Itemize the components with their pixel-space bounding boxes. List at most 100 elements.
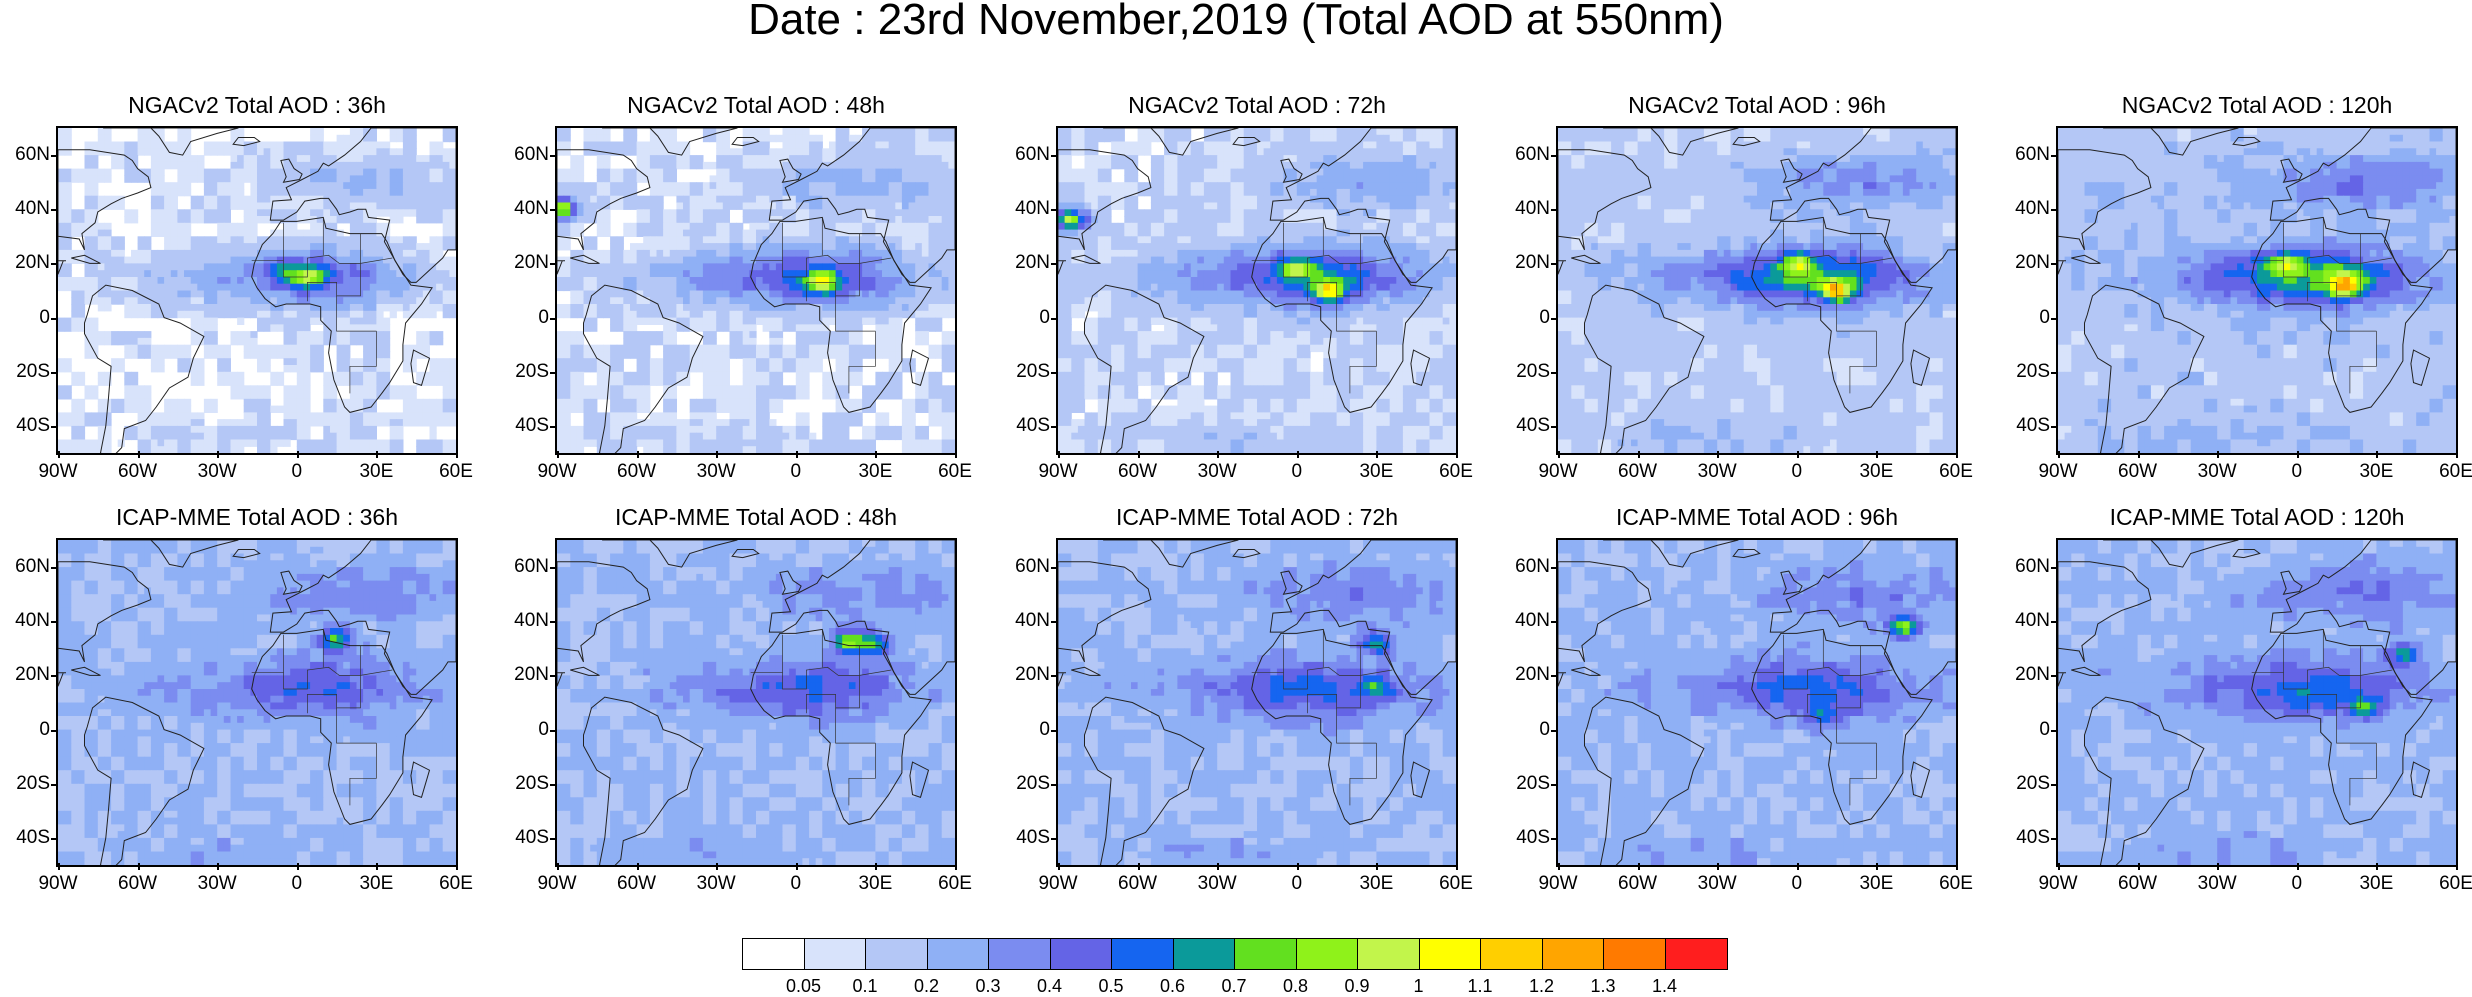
colorbar-box (1543, 939, 1605, 969)
lat-tick (550, 318, 557, 320)
lon-tick (557, 451, 559, 458)
lon-tick-label: 60E (925, 873, 985, 895)
lon-tick (1717, 863, 1719, 870)
lon-tick (2217, 451, 2219, 458)
lat-tick-label: 40N (499, 198, 549, 220)
lon-tick-label: 90W (28, 873, 88, 895)
lon-tick-label: 90W (527, 461, 587, 483)
lat-tick (1551, 372, 1558, 374)
map-panel (555, 126, 957, 455)
lat-tick-label: 40S (2000, 415, 2050, 437)
lat-tick (1051, 155, 1058, 157)
lat-tick-label: 40N (1000, 610, 1050, 632)
lat-tick-label: 40S (499, 827, 549, 849)
lon-tick (456, 863, 458, 870)
lon-tick-label: 90W (1028, 461, 1088, 483)
lat-tick (1551, 209, 1558, 211)
lat-tick (550, 567, 557, 569)
lon-tick-label: 60W (1108, 461, 1168, 483)
lat-tick-label: 0 (1000, 719, 1050, 741)
lon-tick-label: 90W (1528, 461, 1588, 483)
panel-title: NGACv2 Total AOD : 36h (7, 92, 507, 119)
lon-tick-label: 90W (527, 873, 587, 895)
lon-tick-label: 30E (1846, 873, 1906, 895)
lat-tick-label: 40N (1500, 610, 1550, 632)
lon-tick (2297, 863, 2299, 870)
lat-tick-label: 20S (2000, 361, 2050, 383)
lat-tick (51, 372, 58, 374)
aod-field (1058, 128, 1456, 453)
lat-tick (1551, 838, 1558, 840)
lon-tick-label: 30W (1687, 873, 1747, 895)
aod-field (2058, 128, 2456, 453)
lon-tick (1217, 863, 1219, 870)
lat-tick (2051, 784, 2058, 786)
lon-tick-label: 30E (1346, 461, 1406, 483)
lon-tick (2138, 863, 2140, 870)
lat-tick-label: 20N (1000, 252, 1050, 274)
lat-tick-label: 40S (0, 827, 50, 849)
lon-tick-label: 60E (2426, 873, 2472, 895)
lon-tick-label: 30W (686, 873, 746, 895)
lat-tick-label: 40N (0, 610, 50, 632)
panel-title: NGACv2 Total AOD : 72h (1007, 92, 1507, 119)
lon-tick-label: 60W (1608, 873, 1668, 895)
colorbar-box (1604, 939, 1666, 969)
panel-title: ICAP-MME Total AOD : 48h (506, 504, 1006, 531)
lon-tick-label: 0 (1267, 461, 1327, 483)
panel-title: NGACv2 Total AOD : 120h (2007, 92, 2472, 119)
lon-tick (1876, 451, 1878, 458)
lat-tick-label: 20N (1500, 252, 1550, 274)
lon-tick-label: 30E (1846, 461, 1906, 483)
lon-tick-label: 30W (187, 461, 247, 483)
lat-tick-label: 60N (2000, 144, 2050, 166)
lon-tick (796, 451, 798, 458)
lon-tick-label: 60W (1608, 461, 1668, 483)
lat-tick (2051, 155, 2058, 157)
lat-tick-label: 0 (2000, 307, 2050, 329)
lon-tick (1058, 451, 1060, 458)
lon-tick (2138, 451, 2140, 458)
lon-tick (297, 451, 299, 458)
lon-tick (2456, 451, 2458, 458)
lat-tick (51, 155, 58, 157)
map-panel (2056, 126, 2458, 455)
lat-tick-label: 40S (1500, 827, 1550, 849)
lon-tick-label: 60E (1426, 873, 1486, 895)
lat-tick-label: 0 (499, 307, 549, 329)
lon-tick-label: 60E (2426, 461, 2472, 483)
lat-tick (2051, 209, 2058, 211)
lon-tick (1297, 863, 1299, 870)
lon-tick-label: 60W (607, 461, 667, 483)
lon-tick-label: 30W (2187, 873, 2247, 895)
lon-tick (1456, 863, 1458, 870)
aod-field (58, 540, 456, 865)
colorbar-box (743, 939, 805, 969)
lon-tick (2058, 451, 2060, 458)
lat-tick-label: 40N (0, 198, 50, 220)
lon-tick (58, 451, 60, 458)
lon-tick-label: 30E (845, 873, 905, 895)
map-panel (56, 126, 458, 455)
lon-tick-label: 90W (28, 461, 88, 483)
lon-tick (1956, 451, 1958, 458)
lat-tick-label: 40N (1500, 198, 1550, 220)
lat-tick (1051, 784, 1058, 786)
map-panel (1056, 538, 1458, 867)
lat-tick (1551, 784, 1558, 786)
lat-tick-label: 0 (1500, 307, 1550, 329)
lat-tick-label: 60N (2000, 556, 2050, 578)
lat-tick-label: 60N (1500, 144, 1550, 166)
lat-tick-label: 20N (499, 664, 549, 686)
lat-tick (1551, 675, 1558, 677)
lat-tick (1051, 372, 1058, 374)
lon-tick-label: 30E (2346, 461, 2406, 483)
lon-tick (875, 451, 877, 458)
panel-title: ICAP-MME Total AOD : 72h (1007, 504, 1507, 531)
panel-title: NGACv2 Total AOD : 96h (1507, 92, 2007, 119)
lat-tick-label: 20S (1500, 773, 1550, 795)
lat-tick (51, 567, 58, 569)
lon-tick (456, 451, 458, 458)
lat-tick (51, 621, 58, 623)
lon-tick (376, 863, 378, 870)
